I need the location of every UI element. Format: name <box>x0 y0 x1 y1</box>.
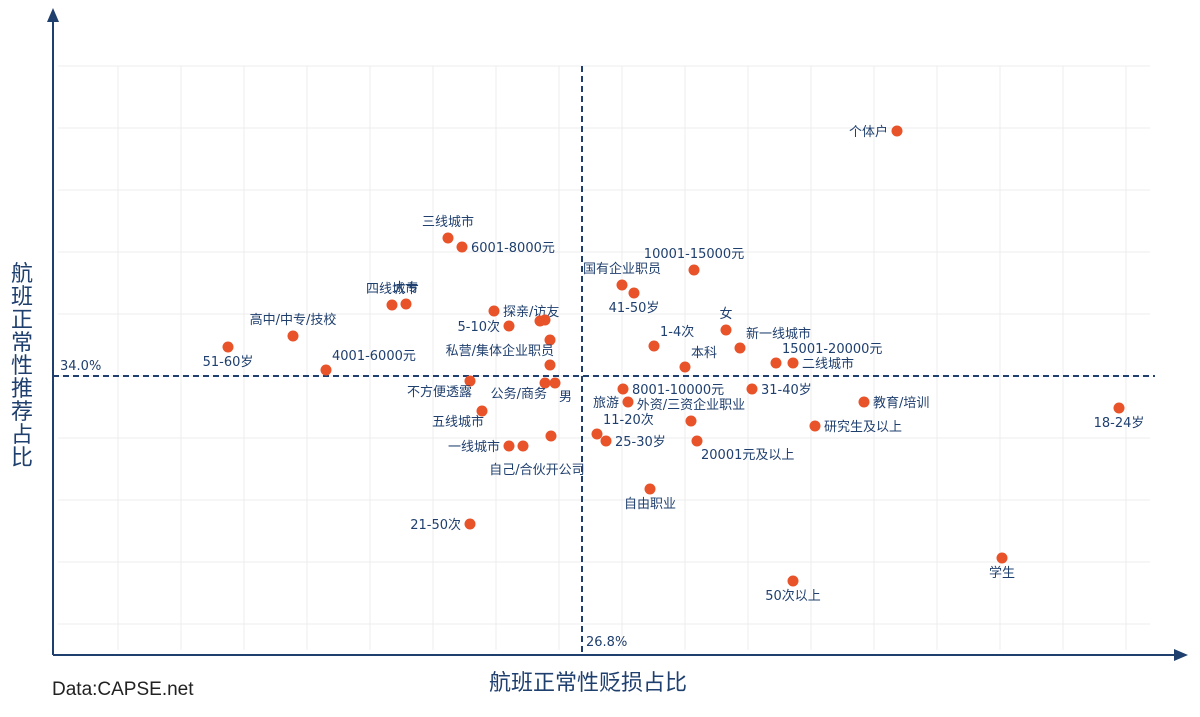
data-point-label: 四线城市 <box>366 281 418 297</box>
data-point-label: 教育/培训 <box>873 395 929 411</box>
data-point <box>503 440 515 452</box>
data-point <box>720 324 732 336</box>
data-point <box>746 383 758 395</box>
data-point <box>222 341 234 353</box>
data-point <box>287 330 299 342</box>
data-point <box>891 125 903 137</box>
data-point-label: 学生 <box>989 565 1015 581</box>
data-point-label: 11-20次 <box>603 412 654 428</box>
data-point <box>787 357 799 369</box>
x-reference-label: 26.8% <box>586 635 627 650</box>
data-point-label: 50次以上 <box>765 588 821 604</box>
data-point-label: 18-24岁 <box>1094 416 1145 431</box>
data-point <box>545 430 557 442</box>
data-point <box>503 320 515 332</box>
data-point-label: 公务/商务 <box>491 386 547 402</box>
data-point-label: 41-50岁 <box>609 301 660 316</box>
data-point-label: 31-40岁 <box>761 383 812 398</box>
data-point-label: 私营/集体企业职员 <box>446 343 554 359</box>
data-point <box>616 279 628 291</box>
data-point-label: 25-30岁 <box>615 435 666 450</box>
data-point <box>688 264 700 276</box>
data-point-label: 高中/中专/技校 <box>250 312 337 328</box>
data-point <box>442 232 454 244</box>
data-point <box>622 396 634 408</box>
data-point-label: 20001元及以上 <box>701 448 794 463</box>
data-point-label: 男 <box>559 390 572 405</box>
data-point <box>386 299 398 311</box>
data-point-label: 自己/合伙开公司 <box>489 463 584 478</box>
data-point-label: 4001-6000元 <box>332 349 416 364</box>
data-point-label: 本科 <box>691 346 717 361</box>
data-point-label: 一线城市 <box>448 439 500 455</box>
axes <box>47 8 1188 661</box>
data-point-label: 1-4次 <box>660 324 694 340</box>
y-axis-arrow-icon <box>47 8 59 22</box>
data-point <box>549 377 561 389</box>
data-point-label: 二线城市 <box>802 356 854 372</box>
data-point-label: 五线城市 <box>432 414 484 430</box>
data-point-label: 51-60岁 <box>203 355 254 370</box>
data-point <box>539 377 551 389</box>
data-point <box>809 420 821 432</box>
data-point-label: 大专 <box>393 281 419 296</box>
x-axis-arrow-icon <box>1174 649 1188 661</box>
data-point-label: 女 <box>719 306 732 322</box>
data-point <box>617 383 629 395</box>
data-point-label: 旅游 <box>593 396 619 411</box>
data-point <box>456 241 468 253</box>
data-point <box>691 435 703 447</box>
data-point <box>770 357 782 369</box>
data-point <box>476 405 488 417</box>
data-point-label: 探亲/访友 <box>503 304 559 320</box>
data-point-label: 个体户 <box>849 124 888 140</box>
data-point <box>544 359 556 371</box>
x-axis-title: 航班正常性贬损占比 <box>489 671 687 696</box>
data-point <box>644 483 656 495</box>
data-point-label: 21-50次 <box>410 517 461 533</box>
data-point-label: 15001-20000元 <box>782 342 882 357</box>
data-point <box>517 440 529 452</box>
data-point <box>320 364 332 376</box>
data-point <box>1113 402 1125 414</box>
data-point-label: 外资/三资企业职业 <box>637 397 745 413</box>
data-point <box>539 314 551 326</box>
data-point-label: 5-10次 <box>457 319 500 335</box>
data-point <box>544 334 556 346</box>
data-point <box>787 575 799 587</box>
data-point-label: 自由职业 <box>624 497 676 512</box>
data-point-label: 6001-8000元 <box>471 241 555 256</box>
data-point <box>734 342 746 354</box>
reference-lines: 26.8% 34.0% <box>53 66 1155 655</box>
data-point <box>858 396 870 408</box>
data-point-label: 研究生及以上 <box>824 420 902 435</box>
data-point <box>996 552 1008 564</box>
data-point-label: 10001-15000元 <box>644 247 744 262</box>
data-point <box>464 518 476 530</box>
data-point-label: 不方便透露 <box>407 384 472 400</box>
data-point <box>488 305 500 317</box>
y-reference-label: 34.0% <box>60 359 101 374</box>
data-point-label: 三线城市 <box>422 214 474 230</box>
data-point <box>600 435 612 447</box>
data-point <box>464 375 476 387</box>
data-point <box>685 415 697 427</box>
data-point <box>400 298 412 310</box>
y-axis-title: 航班正常性推荐占比 <box>11 262 33 471</box>
data-point-label: 国有企业职员 <box>583 261 661 277</box>
data-point-label: 8001-10000元 <box>632 383 724 398</box>
data-point <box>591 428 603 440</box>
data-point-label: 新一线城市 <box>746 326 811 342</box>
data-point <box>679 361 691 373</box>
data-source: Data:CAPSE.net <box>52 679 194 700</box>
data-point <box>648 340 660 352</box>
data-point <box>628 287 640 299</box>
